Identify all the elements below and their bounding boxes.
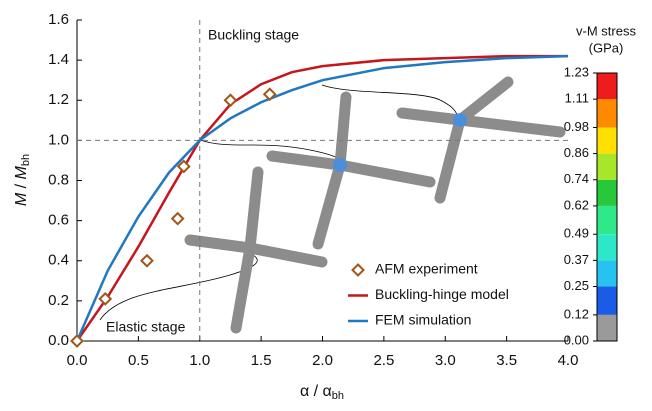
data-point (140, 253, 154, 268)
colorbar-tick-label: 0.00 (564, 332, 589, 347)
x-axis-label: α / αbh (300, 383, 344, 402)
label-part: α / α (300, 383, 332, 400)
colorbar-tick-label: 0.12 (564, 306, 589, 321)
data-point (262, 87, 277, 102)
data-point (176, 159, 191, 174)
x-tick-label: 3.0 (435, 352, 456, 369)
colorbar-segment (597, 99, 617, 128)
label-subscript: bh (20, 154, 32, 166)
legend-label: AFM experiment (375, 261, 478, 277)
colorbar-tick-label: 1.23 (564, 64, 589, 79)
colorbar-segment (597, 153, 617, 180)
illustration (99, 76, 566, 334)
data-point (98, 291, 113, 306)
colorbar-tick-label: 0.37 (564, 252, 589, 267)
annotation: Buckling stage (208, 27, 299, 43)
colorbar-segment (597, 260, 617, 287)
x-tick-label: 1.0 (189, 352, 210, 369)
colorbar-title: (GPa) (589, 40, 624, 55)
colorbar-segment (597, 314, 617, 341)
x-tick-label: 4.0 (558, 352, 579, 369)
colorbar-tick-label: 1.11 (565, 91, 589, 106)
line-series (75, 54, 568, 342)
colorbar-tick-label: 0.62 (564, 197, 589, 212)
x-tick-label: 0.5 (128, 352, 149, 369)
colorbar-tick-label: 0.25 (564, 278, 589, 293)
colorbar-title: v-M stress (576, 23, 636, 38)
y-tick-label: 0.0 (48, 332, 69, 349)
colorbar-frame (596, 72, 618, 342)
x-tick-label: 0.0 (67, 352, 88, 369)
y-tick-label: 0.8 (48, 171, 69, 188)
data-point (223, 93, 238, 108)
x-tick-label: 2.0 (312, 352, 333, 369)
y-axis-label: M / Mbh (13, 154, 32, 206)
y-tick-label: 1.6 (48, 11, 69, 28)
legend-marker (351, 263, 365, 277)
label-part: / (13, 179, 30, 192)
y-tick-label: 0.4 (48, 252, 69, 269)
colorbar-tick-label: 0.98 (564, 119, 589, 134)
colorbar-segment (597, 179, 617, 206)
y-tick-label: 1.2 (48, 91, 69, 108)
label-part: M (13, 192, 30, 206)
label-part: M (13, 165, 30, 179)
colorbar-tick-label: 0.74 (564, 171, 589, 186)
data-point (170, 211, 185, 226)
colorbar-segment (597, 73, 617, 100)
x-tick-label: 1.5 (251, 352, 272, 369)
line-series (75, 54, 569, 342)
cross-structure (396, 76, 566, 204)
x-tick-label: 3.5 (496, 352, 517, 369)
colorbar-tick-label: 0.49 (564, 226, 589, 241)
colorbar-segment (597, 127, 617, 154)
label-subscript: bh (332, 390, 344, 402)
legend-label: Buckling-hinge model (375, 286, 509, 302)
stress-hotspot (453, 113, 467, 127)
colorbar-segment (597, 234, 617, 261)
stress-hotspot (333, 158, 347, 172)
cross-structure (184, 166, 328, 334)
colorbar-segment (597, 286, 617, 315)
y-tick-label: 0.6 (48, 212, 69, 229)
y-tick-label: 1.0 (48, 131, 69, 148)
annotation: Elastic stage (106, 319, 186, 335)
cross-structure (266, 91, 436, 250)
y-tick-label: 0.2 (48, 292, 69, 309)
colorbar-segment (597, 205, 617, 235)
legend-label: FEM simulation (375, 312, 471, 328)
colorbar-tick-label: 0.86 (564, 145, 589, 160)
x-tick-label: 2.5 (373, 352, 394, 369)
y-tick-label: 1.4 (48, 51, 69, 68)
data-point (70, 334, 84, 348)
